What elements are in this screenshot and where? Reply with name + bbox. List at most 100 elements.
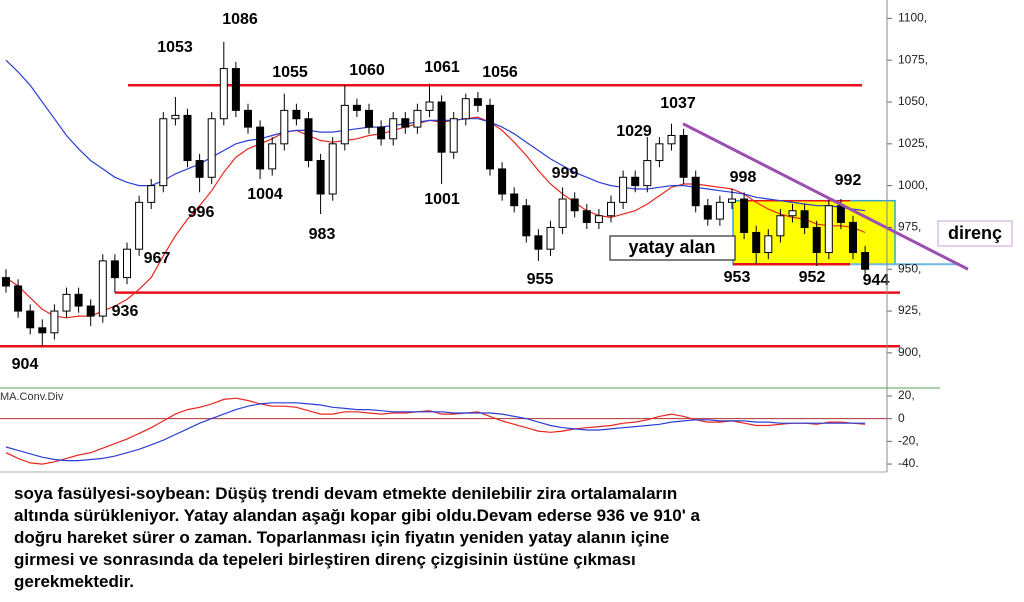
price-annotation: 944 [863, 272, 890, 289]
candle-body [352, 104, 361, 111]
candle-body [522, 205, 531, 237]
candle-body [752, 231, 761, 254]
candle-body [280, 109, 289, 145]
y-tick-label: 1100, [898, 11, 927, 25]
candle-body [740, 198, 749, 233]
candle-body [110, 260, 119, 279]
commentary-line: doğru hareket sürer o zaman. Toparlanmas… [14, 528, 670, 547]
y-tick-label: 1075, [898, 52, 928, 66]
commentary-line: girmesi ve sonrasında da tepeleri birleş… [14, 550, 636, 569]
candle-body [268, 143, 277, 170]
candle-body [328, 143, 337, 195]
price-annotation: 998 [730, 169, 757, 186]
candle-body [401, 118, 410, 128]
indicator-line [5, 402, 866, 462]
price-annotation: 904 [12, 356, 39, 373]
candle-body [800, 210, 809, 228]
price-annotation: 1055 [272, 64, 308, 81]
price-annotation: 1061 [424, 59, 460, 76]
candle-body [546, 226, 555, 250]
price-annotation: 1004 [247, 186, 283, 203]
moving-average [5, 116, 866, 319]
candle-body [207, 118, 216, 178]
price-annotation: 1001 [424, 191, 460, 208]
candle-body [171, 114, 180, 120]
candle-body [510, 193, 519, 207]
price-annotation: 953 [724, 269, 751, 286]
candle-body [715, 201, 724, 220]
moving-average [5, 59, 866, 212]
candle-body [86, 305, 95, 317]
candle-body [570, 198, 579, 212]
price-annotation: 1053 [157, 39, 193, 56]
price-annotation: 983 [309, 226, 336, 243]
y-tick-label: 20, [898, 388, 915, 402]
candle-body [340, 104, 349, 145]
candle-body [292, 109, 301, 120]
resistance-line [682, 122, 969, 271]
price-annotation: 1060 [349, 62, 385, 79]
candle-body [655, 143, 664, 162]
resistance-label-box [937, 220, 1013, 247]
candle-body [98, 260, 107, 317]
price-annotation: 1029 [616, 123, 652, 140]
y-tick-label: 975, [898, 220, 921, 234]
y-tick-label: 0 [898, 411, 905, 425]
candle-body [679, 134, 688, 178]
price-annotation: 955 [527, 271, 554, 288]
candle-body [643, 160, 652, 187]
indicator-line [5, 397, 866, 465]
candle-body [38, 327, 47, 334]
price-annotation: 936 [112, 303, 139, 320]
range-label: yatay alan [628, 237, 715, 257]
commentary: soya fasülyesi-soybean: Düşüş trendi dev… [14, 483, 1014, 593]
candle-body [691, 176, 700, 207]
candle-body [50, 310, 59, 334]
candle-body [776, 215, 785, 237]
candle-body [836, 205, 845, 223]
candle-body [619, 176, 628, 203]
y-tick-label: -40. [898, 456, 919, 470]
candle-body [558, 198, 567, 228]
candle-body [824, 205, 833, 254]
candle-body [123, 248, 131, 279]
candle-body [473, 98, 482, 106]
commentary-line: soya fasülyesi-soybean: Düşüş trendi dev… [14, 484, 678, 503]
candle-body [74, 293, 83, 307]
candle-body [788, 210, 797, 217]
candle-body [389, 118, 398, 140]
candle-body [26, 310, 35, 329]
candle-body [812, 226, 821, 254]
indicator-title: MA.Conv.Div [0, 391, 64, 403]
candle-body [486, 104, 494, 170]
candle-body [607, 201, 615, 217]
candle-body [534, 235, 543, 250]
candle-body [849, 221, 857, 254]
candle-body [304, 118, 313, 162]
candle-body [764, 235, 773, 254]
candle-body [14, 285, 23, 312]
candle-body [219, 68, 228, 120]
candle-body [135, 201, 144, 250]
candle-body [365, 109, 373, 128]
candle-body [667, 134, 676, 145]
candle-body [728, 198, 736, 203]
price-annotation: 1037 [660, 95, 696, 112]
candle-body [183, 114, 192, 162]
y-tick-label: 1025, [898, 136, 928, 150]
candle-body [147, 185, 156, 203]
price-annotation: 992 [835, 172, 862, 189]
candle-body [594, 215, 603, 223]
commentary-line: altında sürükleniyor. Yatay alandan aşağ… [14, 506, 700, 525]
y-tick-label: 900, [898, 345, 921, 359]
y-tick-label: 925, [898, 303, 921, 317]
candle-body [425, 101, 434, 111]
candle-body [631, 176, 640, 187]
candle-body [231, 68, 240, 111]
y-tick-label: 950, [898, 261, 921, 275]
candle-body [498, 168, 507, 195]
y-tick-label: -20, [898, 434, 919, 448]
price-annotation: 996 [188, 204, 215, 221]
candle-body [437, 101, 446, 153]
